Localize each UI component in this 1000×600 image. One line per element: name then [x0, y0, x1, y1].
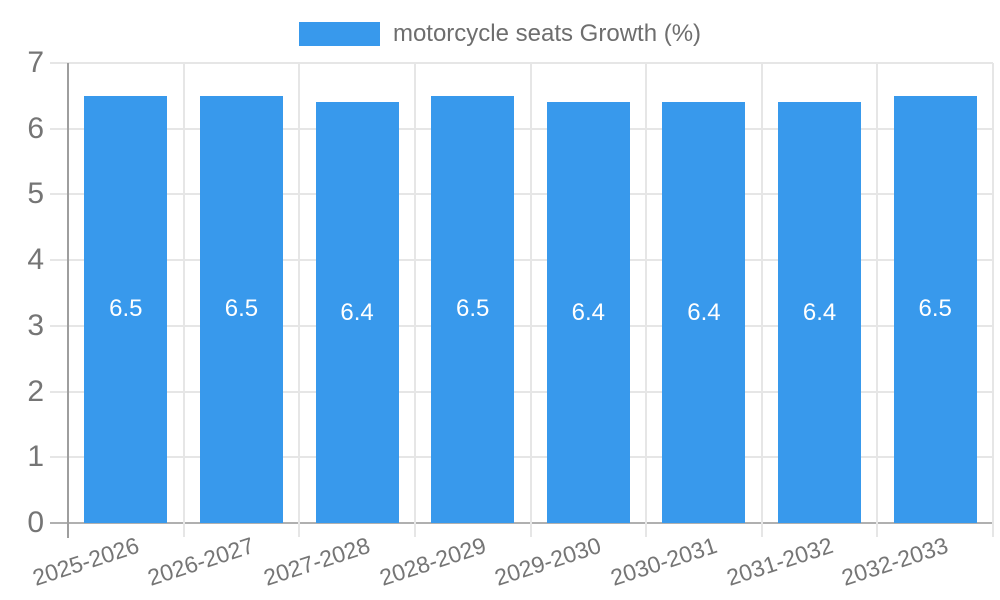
bar-value-label: 6.5 [918, 295, 952, 323]
bar: 6.4 [315, 102, 399, 523]
h-gridline [50, 127, 993, 130]
chart-legend: motorcycle seats Growth (%) [0, 20, 1000, 48]
v-gridline [992, 63, 994, 537]
y-tick-label: 1 [27, 440, 44, 474]
y-tick-label: 7 [27, 46, 44, 79]
bar-value-label: 6.5 [224, 295, 259, 323]
legend-label: motorcycle seats Growth (%) [392, 20, 702, 47]
h-gridline [50, 456, 993, 459]
bar-value-label: 6.4 [802, 298, 837, 326]
v-gridline [760, 63, 763, 537]
h-gridline [50, 193, 993, 196]
bar-value-label: 6.4 [340, 298, 374, 326]
bar: 6.4 [778, 102, 862, 523]
bar: 6.4 [546, 102, 630, 523]
v-gridline [876, 63, 879, 537]
h-gridline [50, 62, 993, 64]
v-gridline [182, 63, 185, 537]
h-gridline [50, 324, 993, 327]
y-tick-label: 3 [27, 308, 44, 342]
legend-swatch [298, 22, 380, 46]
bar: 6.5 [893, 95, 977, 523]
bar-value-label: 6.5 [456, 295, 490, 323]
y-tick-label: 4 [27, 243, 44, 277]
bar: 6.5 [431, 95, 515, 523]
y-tick-label: 5 [27, 177, 44, 211]
y-tick-label: 0 [27, 506, 44, 539]
y-axis-line [67, 63, 69, 538]
bar-value-label: 6.4 [571, 298, 605, 326]
v-gridline [413, 63, 416, 537]
bar-value-label: 6.4 [687, 298, 721, 326]
bar: 6.5 [84, 95, 168, 523]
h-gridline [50, 259, 993, 262]
h-gridline [50, 390, 993, 393]
v-gridline [529, 63, 532, 537]
bar: 6.5 [199, 95, 283, 523]
x-axis-baseline [50, 522, 993, 524]
y-tick-label: 6 [27, 111, 44, 145]
v-gridline [298, 63, 301, 537]
bar: 6.4 [662, 102, 746, 523]
bar-value-label: 6.5 [109, 295, 143, 323]
y-tick-label: 2 [27, 374, 44, 408]
v-gridline [645, 63, 648, 537]
